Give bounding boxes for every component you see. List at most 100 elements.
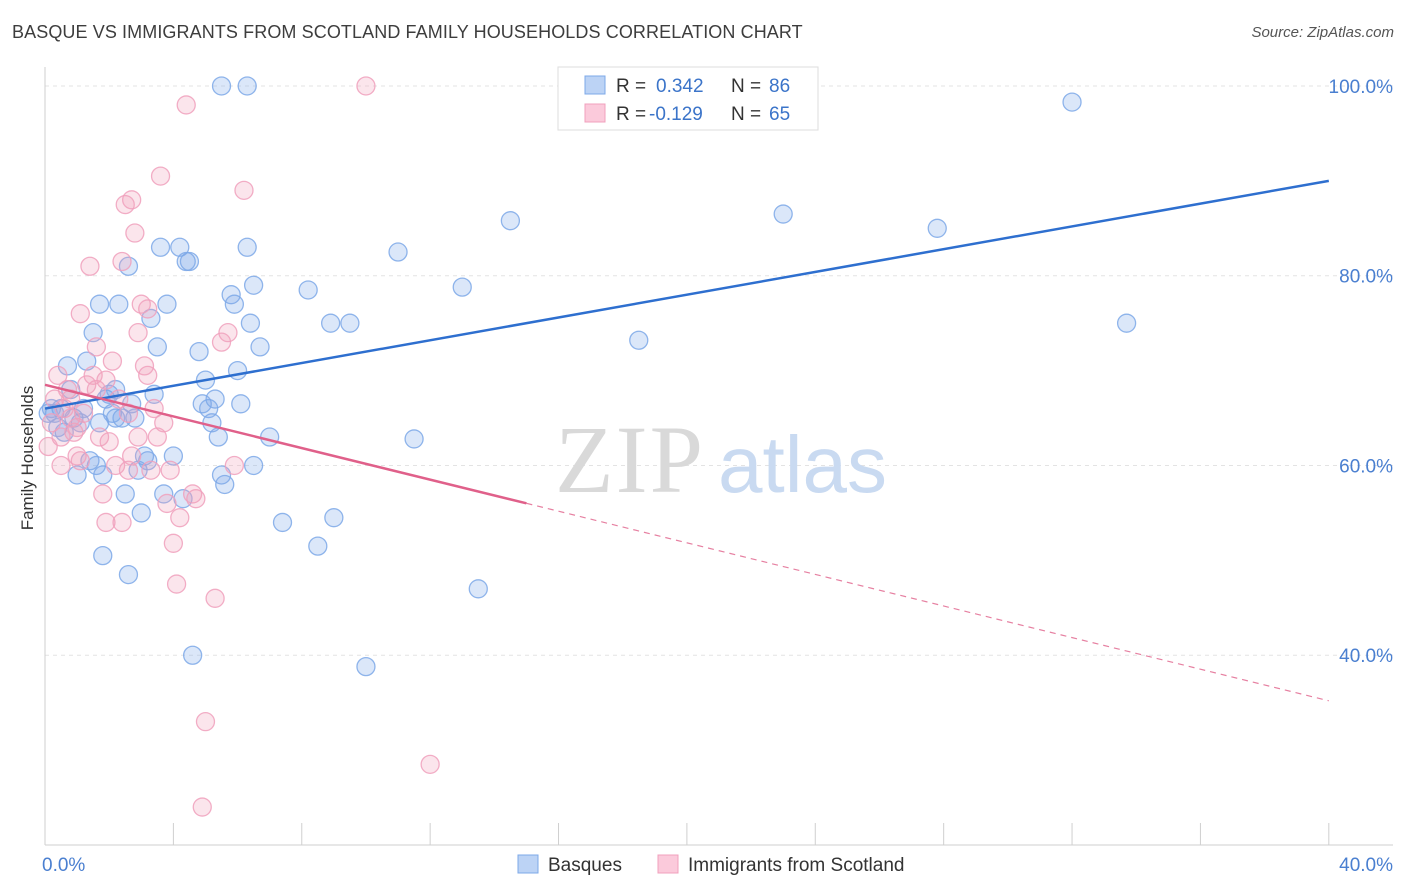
- point-scotland: [192, 797, 212, 817]
- point-basques: [340, 313, 360, 333]
- y-axis-label: Family Households: [18, 386, 37, 531]
- point-basques: [150, 237, 171, 257]
- point-scotland: [70, 451, 90, 471]
- point-basques: [89, 294, 110, 314]
- point-scotland: [147, 427, 167, 447]
- point-scotland: [125, 223, 145, 243]
- point-basques: [629, 330, 649, 350]
- trend-line-basques: [44, 179, 1330, 410]
- legend-r-label-1: R =: [616, 104, 646, 125]
- point-basques: [356, 656, 376, 677]
- point-scotland: [128, 427, 148, 447]
- point-basques: [1062, 92, 1082, 112]
- point-scotland: [420, 754, 440, 775]
- point-scotland: [48, 365, 68, 386]
- point-basques: [118, 564, 139, 585]
- bottom-legend-label-basques: Basques: [548, 855, 622, 876]
- point-scotland: [356, 76, 376, 96]
- point-scotland: [89, 427, 110, 447]
- point-basques: [1116, 313, 1137, 333]
- legend-r-value-1: -0.129: [649, 104, 703, 125]
- point-basques: [77, 351, 97, 371]
- point-scotland: [96, 370, 116, 390]
- legend-n-value-0: 86: [769, 76, 790, 97]
- point-basques: [452, 277, 472, 297]
- point-scotland: [128, 323, 148, 343]
- point-scotland: [157, 493, 177, 514]
- point-basques: [927, 218, 947, 238]
- y-tick-label: 100.0%: [1329, 77, 1394, 98]
- point-basques: [147, 337, 167, 357]
- legend-n-label-1: N =: [731, 104, 761, 125]
- point-basques: [179, 251, 200, 272]
- point-scotland: [112, 512, 132, 533]
- watermark-atlas: atlas: [718, 420, 887, 509]
- point-scotland: [186, 489, 206, 509]
- grid-layer: [45, 85, 1393, 656]
- point-scotland: [138, 365, 158, 386]
- point-basques: [773, 204, 793, 224]
- bottom-legend-swatch-basques: [517, 854, 539, 874]
- point-scotland: [80, 256, 100, 276]
- point-scotland: [160, 460, 180, 480]
- y-tick-label: 40.0%: [1339, 646, 1393, 667]
- chart-source: Source: ZipAtlas.com: [1251, 24, 1394, 41]
- point-scotland: [122, 446, 142, 466]
- point-scotland: [70, 304, 90, 324]
- point-scotland: [96, 512, 116, 533]
- point-scotland: [163, 533, 184, 553]
- point-scotland: [141, 460, 161, 480]
- bottom-legend: Basques Immigrants from Scotland: [517, 854, 904, 876]
- y-tick-label: 80.0%: [1339, 267, 1393, 288]
- point-basques: [93, 465, 113, 485]
- x-tick-label: 40.0%: [1339, 855, 1393, 876]
- point-scotland: [67, 417, 87, 438]
- point-scotland: [170, 508, 190, 528]
- point-basques: [109, 294, 129, 314]
- legend-n-label-0: N =: [731, 76, 761, 97]
- point-basques: [308, 536, 328, 556]
- point-basques: [231, 394, 251, 414]
- point-basques: [298, 280, 318, 300]
- point-scotland: [86, 337, 107, 357]
- point-basques: [388, 242, 408, 262]
- point-basques: [227, 360, 248, 381]
- point-scotland: [234, 180, 254, 200]
- point-scotland: [102, 351, 123, 371]
- point-scotland: [218, 323, 238, 343]
- point-basques: [243, 455, 264, 476]
- point-scotland: [73, 403, 94, 423]
- point-basques: [320, 313, 341, 333]
- trend-layer: [44, 179, 1330, 702]
- point-scotland: [176, 95, 196, 115]
- point-basques: [93, 545, 113, 566]
- point-basques: [224, 294, 245, 314]
- top-legend: R = 0.342 N = 86 R = -0.129 N = 65: [557, 66, 819, 131]
- watermark-zip: ZIP: [555, 406, 705, 513]
- point-basques: [237, 237, 257, 257]
- point-scotland: [224, 455, 245, 476]
- x-tick-label: 0.0%: [42, 855, 85, 876]
- point-basques: [272, 512, 293, 533]
- chart-title: BASQUE VS IMMIGRANTS FROM SCOTLAND FAMIL…: [12, 22, 803, 42]
- point-basques: [67, 465, 87, 485]
- point-basques: [182, 645, 203, 665]
- point-basques: [83, 323, 103, 343]
- point-basques: [170, 237, 190, 257]
- point-basques: [324, 508, 344, 528]
- legend-swatch-basques: [584, 75, 606, 95]
- point-basques: [211, 76, 232, 96]
- watermark: ZIP atlas: [555, 406, 887, 513]
- legend-r-value-0: 0.342: [656, 76, 704, 97]
- point-scotland: [150, 166, 171, 186]
- point-basques: [240, 313, 261, 333]
- bottom-legend-swatch-scotland: [657, 854, 679, 874]
- point-basques: [237, 76, 257, 96]
- point-basques: [73, 398, 94, 419]
- point-basques: [157, 294, 177, 314]
- point-scotland: [195, 712, 216, 732]
- point-basques: [163, 446, 184, 466]
- y-tick-label: 60.0%: [1339, 456, 1393, 477]
- point-scotland: [83, 365, 103, 386]
